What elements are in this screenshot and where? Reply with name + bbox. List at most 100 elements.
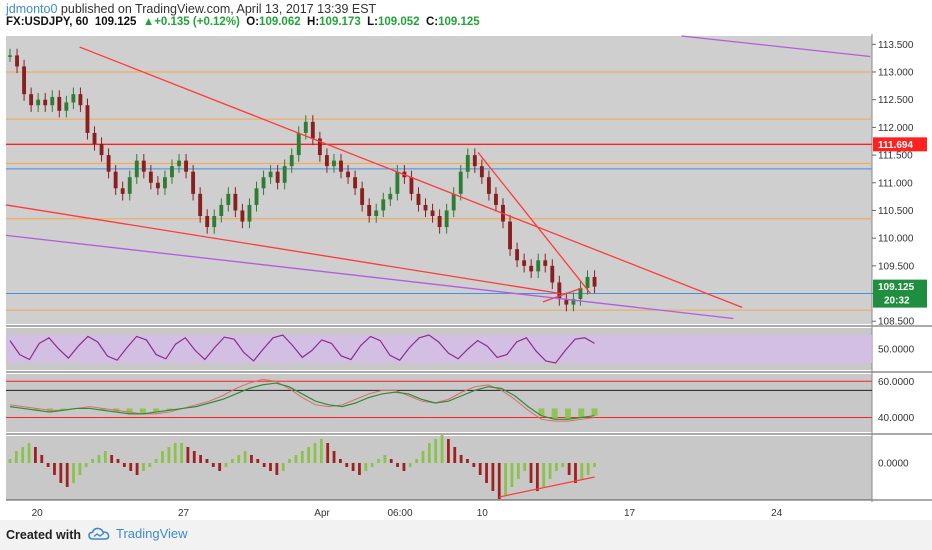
histogram-bar <box>142 463 145 471</box>
oscillator-bar <box>33 408 40 411</box>
histogram-bar <box>516 463 520 479</box>
candle-body <box>508 221 512 250</box>
histogram-bar <box>332 451 336 463</box>
histogram-bar <box>65 463 69 487</box>
time-tick-label: Apr <box>314 508 330 519</box>
histogram-bar <box>262 463 266 467</box>
oscillator-bar <box>551 408 558 420</box>
open-label: O: <box>246 16 260 28</box>
candle-body <box>289 155 294 167</box>
candle-body <box>515 249 520 261</box>
price-tick-label: 112.500 <box>878 95 914 106</box>
candle-body <box>240 210 245 222</box>
oscillator-bar <box>591 408 598 416</box>
histogram-bar <box>415 459 419 463</box>
level-price-badge-text: 111.694 <box>878 140 913 151</box>
oscillator-bar <box>166 408 173 411</box>
candle-body <box>282 166 287 183</box>
candle-body <box>184 160 189 172</box>
candle-body <box>416 193 421 205</box>
histogram-bar <box>78 463 82 475</box>
histogram-bar <box>91 459 94 463</box>
price-tick-label: 113.000 <box>878 68 914 79</box>
candle-body <box>486 177 491 194</box>
candle-body <box>170 166 174 178</box>
candle-body <box>451 193 456 211</box>
candle-body <box>205 216 210 228</box>
histogram-bar <box>561 463 565 467</box>
histogram-bar <box>345 463 349 467</box>
candle-body <box>395 171 400 194</box>
red-trendline-3 <box>542 287 583 303</box>
oscillator-tick-label: 60.0000 <box>878 377 915 388</box>
histogram-bar <box>135 463 139 475</box>
candle-body <box>592 276 597 287</box>
oscillator-bar <box>538 408 545 416</box>
histogram-bar <box>14 451 18 463</box>
histogram-bar <box>84 463 88 467</box>
candle-body <box>353 177 358 189</box>
symbol-label: FX:USDJPY, 60 <box>6 16 89 28</box>
candle-body <box>148 171 153 183</box>
histogram-bar <box>161 451 164 463</box>
histogram-bar <box>529 463 533 483</box>
candle-body <box>346 171 350 178</box>
low-value: 109.052 <box>377 16 420 28</box>
candle-body <box>78 94 83 106</box>
histogram-bar <box>103 451 107 463</box>
last-price-badge <box>873 279 927 308</box>
candle-body <box>120 188 125 194</box>
histogram-bar <box>199 455 203 463</box>
candle-body <box>374 210 379 216</box>
price-tick-label: 113.500 <box>878 40 914 51</box>
candle-body <box>254 188 259 205</box>
candle-body <box>8 55 12 57</box>
histogram-bar <box>21 447 25 463</box>
histogram-bar <box>300 451 304 463</box>
tradingview-brand-link[interactable]: TradingView <box>88 526 188 541</box>
time-tick-label: 10 <box>477 508 489 519</box>
candle-body <box>324 155 329 167</box>
histogram-bar <box>472 463 476 467</box>
oscillator-bar <box>60 408 67 411</box>
price-tick-label: 110.500 <box>878 206 914 217</box>
candle-body <box>191 171 196 194</box>
candle-body <box>494 193 498 205</box>
rsi-band <box>6 335 872 363</box>
candle-body <box>141 160 146 172</box>
histogram-bar <box>294 455 298 463</box>
candle-body <box>303 121 308 133</box>
low-label: L: <box>367 16 378 28</box>
author-link[interactable]: jdmonto0 <box>6 2 58 16</box>
open-value: 109.062 <box>259 16 301 28</box>
candle-body <box>22 66 27 95</box>
histogram-bar <box>288 459 291 463</box>
candle-body <box>423 204 428 211</box>
candle-body <box>261 177 266 189</box>
histogram-panel-bg <box>6 436 872 500</box>
candle-body <box>536 260 541 272</box>
price-tick-label: 109.500 <box>878 261 915 272</box>
candle-body <box>57 96 62 111</box>
candle-body <box>113 171 118 189</box>
footer-bar: Created with TradingView <box>0 520 932 550</box>
histogram-bar <box>567 463 571 475</box>
histogram-bar <box>453 447 457 463</box>
candle-body <box>233 193 238 211</box>
histogram-bar <box>358 463 361 475</box>
close-label: C: <box>425 16 439 28</box>
oscillator-bar <box>564 408 571 420</box>
histogram-bar <box>211 463 215 467</box>
candle-body <box>29 94 34 106</box>
publish-info: jdmonto0 published on TradingView.com, A… <box>6 2 376 16</box>
histogram-bar <box>34 447 37 463</box>
histogram-bar <box>269 463 272 471</box>
histogram-bar <box>59 463 63 483</box>
histogram-bar <box>574 463 577 483</box>
histogram-bar <box>377 459 380 463</box>
candle-body <box>444 210 449 228</box>
time-tick-label: 06:00 <box>388 508 413 519</box>
time-tick-label: 24 <box>771 508 783 519</box>
chart-area[interactable]: 113.500 113.000 112.500 112.000 111.500 111.0… <box>0 34 932 520</box>
histogram-bar <box>485 463 488 483</box>
